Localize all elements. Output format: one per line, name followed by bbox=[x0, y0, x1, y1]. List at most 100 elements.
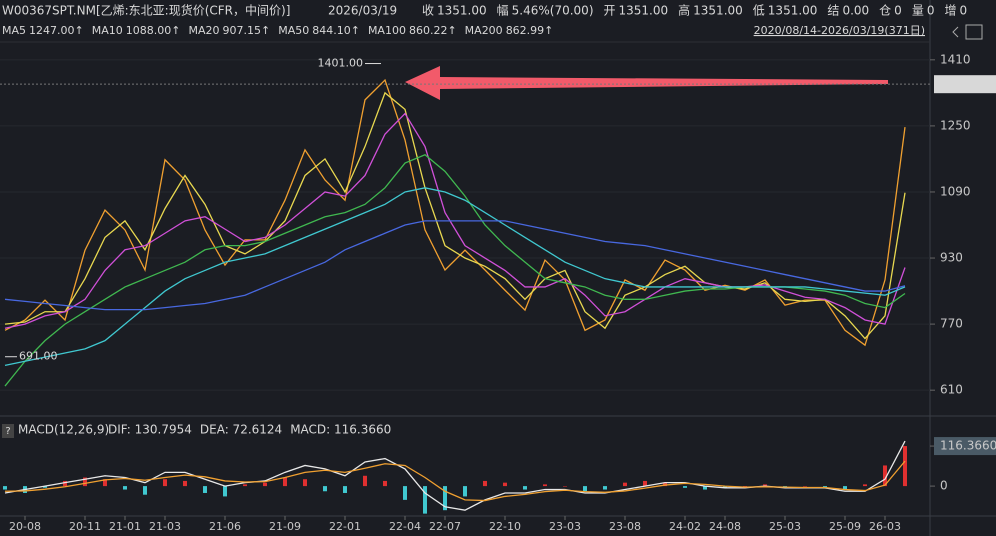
y-tick-label: 1250 bbox=[940, 118, 971, 132]
macd-bar bbox=[663, 482, 667, 487]
ma-line bbox=[4, 112, 906, 329]
macd-bar bbox=[883, 465, 887, 487]
quote-value: 0.00 bbox=[842, 4, 869, 18]
macd-bar bbox=[123, 486, 127, 490]
macd-bar bbox=[703, 486, 707, 490]
legend-label: MA100 bbox=[368, 24, 406, 37]
macd-bar bbox=[563, 486, 567, 487]
macd-bar bbox=[323, 486, 327, 492]
y-tick-label: 0 bbox=[940, 479, 948, 493]
wp-icon[interactable] bbox=[965, 24, 983, 40]
x-tick-label: 20-08 bbox=[9, 520, 41, 533]
help-icon-text: ? bbox=[5, 426, 10, 437]
legend-value: 844.10↑ bbox=[312, 24, 360, 37]
macd-value-box bbox=[934, 437, 996, 456]
macd-bar bbox=[43, 486, 47, 488]
quote-value: 1351.00 bbox=[768, 4, 818, 18]
macd-bar bbox=[163, 479, 167, 487]
ma-line bbox=[4, 78, 906, 347]
legend-value: 907.15↑ bbox=[222, 24, 270, 37]
macd-bar bbox=[3, 486, 7, 490]
x-tick-label: 22-04 bbox=[389, 520, 421, 533]
macd-bar bbox=[903, 446, 907, 487]
quote-label: 量 bbox=[912, 4, 924, 18]
date: 2026/03/19 bbox=[328, 4, 397, 18]
x-tick-label: 22-10 bbox=[489, 520, 521, 533]
quote-value: 1351.00 bbox=[437, 4, 487, 18]
x-tick-label: 22-01 bbox=[329, 520, 361, 533]
macd-bar bbox=[523, 486, 527, 490]
x-tick-label: 22-07 bbox=[429, 520, 461, 533]
x-tick-label: 21-06 bbox=[209, 520, 241, 533]
symbol: W00367SPT.NM[乙烯:东北亚:现货价(CFR，中间价)] bbox=[2, 3, 290, 18]
y-tick-label: 116.3660 bbox=[940, 439, 996, 453]
macd-bar bbox=[383, 480, 387, 487]
macd-bar bbox=[223, 486, 227, 497]
macd-bar bbox=[643, 480, 647, 487]
x-tick-label: 21-01 bbox=[109, 520, 141, 533]
y-tick-label: 930 bbox=[940, 251, 963, 265]
macd-bar bbox=[603, 486, 607, 490]
macd-bar bbox=[83, 477, 87, 487]
legend-label: MA20 bbox=[188, 24, 219, 37]
quote-value: 0 bbox=[927, 4, 935, 18]
macd-bar bbox=[743, 486, 747, 487]
macd-bar bbox=[423, 486, 427, 514]
quote-value: 0 bbox=[894, 4, 902, 18]
legend-label: MA5 bbox=[2, 24, 26, 37]
macd-bar bbox=[483, 480, 487, 487]
macd-bar bbox=[303, 479, 307, 487]
date-range[interactable]: 2020/08/14-2026/03/19(371日) bbox=[754, 24, 925, 37]
macd-bar bbox=[443, 486, 447, 511]
macd-bar bbox=[683, 486, 687, 488]
macd-legend: MACD: 116.3660 bbox=[290, 423, 391, 437]
macd-bar bbox=[363, 475, 367, 487]
y-tick-label: 1090 bbox=[940, 184, 971, 198]
macd-bar bbox=[463, 486, 467, 497]
quote-value: 5.46%(70.00) bbox=[512, 4, 594, 18]
macd-bar bbox=[283, 477, 287, 487]
legend-value: 860.22↑ bbox=[409, 24, 457, 37]
x-tick-label: 25-03 bbox=[769, 520, 801, 533]
macd-bar bbox=[863, 484, 867, 487]
legend-value: 1247.00↑ bbox=[29, 24, 84, 37]
macd-bar bbox=[583, 486, 587, 492]
macd-bar bbox=[503, 482, 507, 487]
last-price-box bbox=[934, 75, 996, 94]
macd-bar bbox=[63, 480, 67, 487]
x-tick-label: 21-09 bbox=[269, 520, 301, 533]
y-tick-label: 1410 bbox=[940, 52, 971, 66]
macd-bar bbox=[723, 486, 727, 488]
macd-bar bbox=[263, 482, 267, 487]
legend-label: MA50 bbox=[278, 24, 309, 37]
macd-bar bbox=[403, 486, 407, 500]
macd-bar bbox=[183, 480, 187, 487]
macd-bar bbox=[623, 482, 627, 487]
macd-bar bbox=[843, 486, 847, 490]
quote-value: 0 bbox=[959, 4, 967, 18]
macd-bar bbox=[343, 486, 347, 493]
quote-label: 开 bbox=[604, 4, 616, 18]
help-icon[interactable] bbox=[2, 424, 14, 438]
low-label: 691.00 bbox=[19, 350, 58, 363]
macd-bar bbox=[243, 484, 247, 487]
macd-bar bbox=[803, 486, 807, 487]
macd-legend: DEA: 72.6124 bbox=[200, 423, 282, 437]
ma-line bbox=[4, 220, 906, 311]
legend-label: MA200 bbox=[465, 24, 503, 37]
quote-label: 高 bbox=[678, 3, 690, 18]
macd-bar bbox=[203, 486, 207, 493]
x-tick-label: 26-03 bbox=[869, 520, 901, 533]
quote-label: 仓 bbox=[879, 4, 891, 18]
dea-line bbox=[4, 460, 906, 502]
quote-label: 收 bbox=[422, 4, 434, 18]
macd-title: MACD(12,26,9) bbox=[18, 423, 109, 437]
macd-bar bbox=[763, 484, 767, 487]
x-tick-label: 23-08 bbox=[609, 520, 641, 533]
legend-label: MA10 bbox=[92, 24, 123, 37]
y-tick-label: 610 bbox=[940, 383, 963, 397]
legend-value: 862.99↑ bbox=[506, 24, 554, 37]
prev-icon[interactable] bbox=[952, 26, 959, 38]
